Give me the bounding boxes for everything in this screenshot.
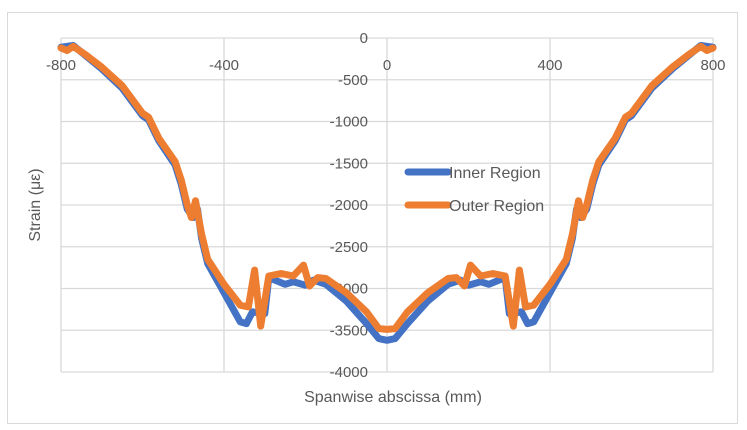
outer-region-line xyxy=(57,42,717,333)
y-tick-label: -4000 xyxy=(330,364,368,381)
x-tick-label: 400 xyxy=(537,57,562,74)
y-tick-label: -1000 xyxy=(330,114,368,131)
y-tick-label: -3500 xyxy=(330,322,368,339)
legend-inner-label: Inner Region xyxy=(449,165,541,182)
y-tick-label: 0 xyxy=(360,30,368,47)
y-tick-label: -2000 xyxy=(330,197,368,214)
data-series xyxy=(57,42,717,344)
x-tick-label: -800 xyxy=(46,57,76,74)
y-axis-ticks: 0-500-1000-1500-2000-2500-3000-3500-4000 xyxy=(330,30,368,381)
x-axis-ticks: -800 -400 0 400 800 xyxy=(46,57,726,74)
chart-frame xyxy=(7,12,738,424)
x-tick-label: 800 xyxy=(700,57,725,74)
x-tick-label: 0 xyxy=(383,57,391,74)
y-axis-title: Strain (με) xyxy=(27,168,44,241)
x-tick-label: -400 xyxy=(209,57,239,74)
gridlines xyxy=(60,37,714,373)
legend: Inner Region Outer Region xyxy=(404,165,544,215)
y-tick-label: -2500 xyxy=(330,239,368,256)
x-axis-title: Spanwise abscissa (mm) xyxy=(304,389,482,406)
y-tick-label: -500 xyxy=(338,72,368,89)
legend-outer-label: Outer Region xyxy=(449,198,544,215)
y-tick-label: -1500 xyxy=(330,155,368,172)
